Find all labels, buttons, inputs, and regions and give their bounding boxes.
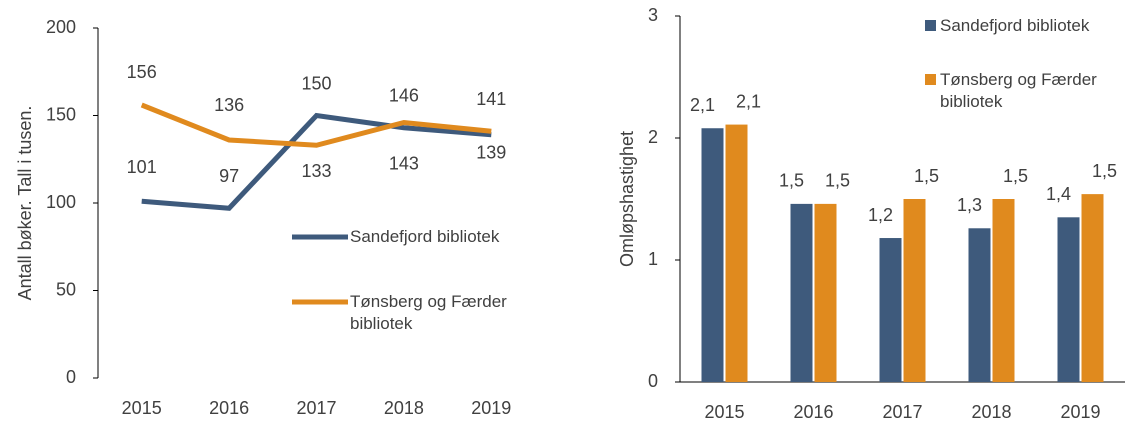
bar	[1057, 217, 1080, 382]
y-tick-label: 50	[56, 279, 76, 299]
legend-label: Tønsberg og Færder bibliotek	[940, 70, 1097, 111]
data-label: 1,4	[1046, 184, 1071, 204]
y-tick-label: 0	[66, 367, 76, 387]
legend-swatch	[925, 20, 936, 31]
bar	[701, 128, 724, 382]
data-label: 143	[389, 154, 419, 174]
x-tick-label: 2016	[793, 402, 833, 422]
data-label: 97	[219, 166, 239, 186]
bar	[903, 199, 926, 382]
data-label: 136	[214, 95, 244, 115]
data-label: 146	[389, 85, 419, 105]
line	[141, 112, 492, 211]
bar	[879, 238, 902, 382]
data-label: 2,1	[690, 95, 715, 115]
line	[140, 102, 492, 148]
x-tick-label: 2018	[384, 398, 424, 418]
data-label: 1,5	[825, 171, 850, 191]
data-label: 1,5	[779, 171, 804, 191]
x-tick-label: 2017	[882, 402, 922, 422]
legend-swatch	[925, 74, 936, 85]
y-axis-title: Omløpshastighet	[617, 131, 637, 267]
y-tick-label: 2	[648, 127, 658, 147]
y-axis-title: Antall bøker. Tall i tusen.	[15, 106, 35, 301]
bar	[725, 124, 748, 382]
data-label: 1,2	[868, 205, 893, 225]
data-label: 1,3	[957, 195, 982, 215]
x-tick-label: 2015	[122, 398, 162, 418]
y-tick-label: 0	[648, 371, 658, 391]
bar	[968, 228, 991, 382]
x-tick-label: 2018	[971, 402, 1011, 422]
bar	[814, 203, 837, 382]
y-tick-label: 100	[46, 192, 76, 212]
x-tick-label: 2017	[296, 398, 336, 418]
legend-label: Sandefjord bibliotek	[350, 227, 500, 246]
y-tick-label: 200	[46, 17, 76, 37]
data-label: 133	[301, 161, 331, 181]
data-label: 1,5	[914, 166, 939, 186]
data-label: 156	[127, 62, 157, 82]
data-label: 2,1	[736, 91, 761, 111]
bar	[992, 199, 1015, 382]
data-label: 1,5	[1003, 166, 1028, 186]
data-label: 150	[301, 73, 331, 93]
data-label: 101	[127, 157, 157, 177]
x-tick-label: 2015	[704, 402, 744, 422]
x-tick-label: 2019	[1060, 402, 1100, 422]
y-tick-label: 3	[648, 5, 658, 25]
data-label: 139	[476, 143, 506, 163]
legend-label: Sandefjord bibliotek	[940, 16, 1090, 35]
bar	[1081, 194, 1104, 382]
legend-label: Tønsberg og Færder bibliotek	[350, 292, 507, 333]
data-label: 141	[476, 89, 506, 109]
x-tick-label: 2016	[209, 398, 249, 418]
x-tick-label: 2019	[471, 398, 511, 418]
data-label: 1,5	[1092, 161, 1117, 181]
y-tick-label: 150	[46, 104, 76, 124]
y-tick-label: 1	[648, 249, 658, 269]
bar	[790, 203, 813, 382]
